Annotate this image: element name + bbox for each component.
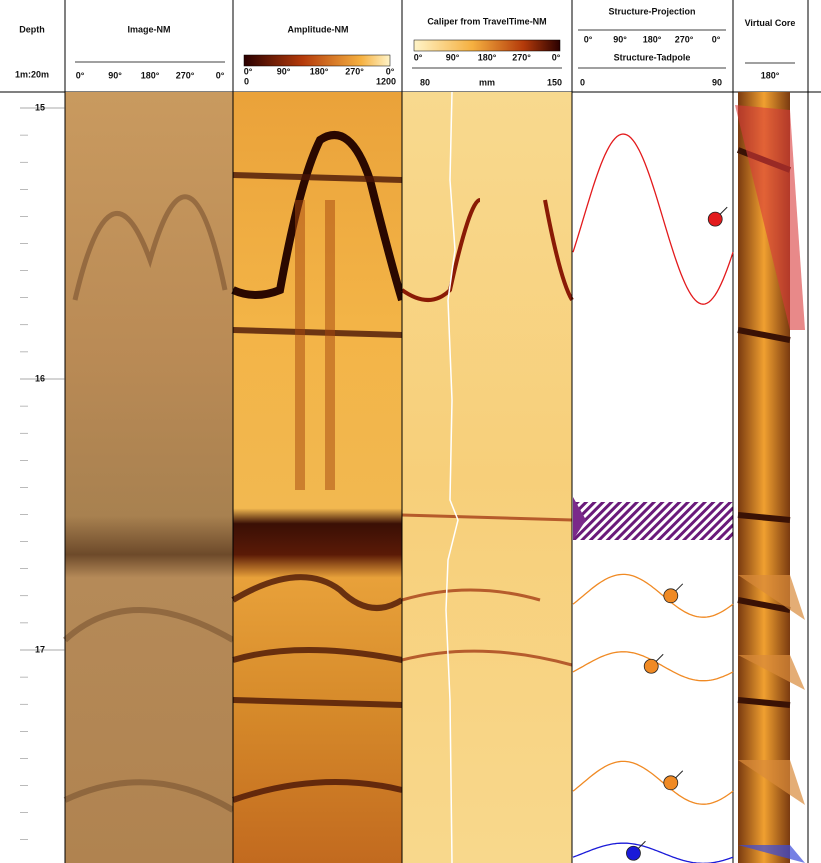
azimuth-label: 0°: [552, 52, 561, 62]
sinusoid: [573, 574, 733, 617]
header: Depth 1m:20m Image-NM Amplitude-NM 0 120…: [0, 6, 821, 92]
caliper-min: 80: [420, 77, 430, 87]
azimuth-label: 180°: [310, 66, 329, 76]
depth-title: Depth: [19, 24, 45, 34]
tadpole-title: Structure-Tadpole: [614, 52, 691, 62]
image-title: Image-NM: [127, 24, 170, 34]
azimuth-label: 90°: [613, 34, 627, 44]
amplitude-max: 1200: [376, 76, 396, 86]
azimuth-label: 0°: [712, 34, 721, 44]
sinusoid: [573, 843, 733, 863]
azimuth-label: 90°: [108, 70, 122, 80]
hatched-zone: [573, 502, 733, 540]
azimuth-label: 270°: [512, 52, 531, 62]
amplitude-colorbar: [244, 55, 390, 66]
caliper-title: Caliper from TravelTime-NM: [427, 16, 546, 26]
azimuth-label: 0°: [414, 52, 423, 62]
log-display: Depth 1m:20m Image-NM Amplitude-NM 0 120…: [0, 0, 821, 863]
caliper-max: 150: [547, 77, 562, 87]
caliper-colorbar: [414, 40, 560, 51]
azimuth-label: 0°: [584, 34, 593, 44]
azimuth-label: 90°: [277, 66, 291, 76]
azimuth-label: 270°: [675, 34, 694, 44]
tadpole: [708, 212, 722, 226]
tadpole-max: 90: [712, 77, 722, 87]
core-title: Virtual Core: [742, 18, 798, 29]
azimuth-label: 90°: [446, 52, 460, 62]
azimuth-label: 180°: [478, 52, 497, 62]
azimuth-label: 180°: [141, 70, 160, 80]
azimuth-label: 0°: [386, 66, 395, 76]
azimuth-label: 270°: [176, 70, 195, 80]
core-azimuth: 180°: [761, 70, 780, 80]
projection-title: Structure-Projection: [608, 6, 695, 16]
tadpole: [626, 846, 640, 860]
amplitude-min: 0: [244, 76, 249, 86]
azimuth-label: 0°: [76, 70, 85, 80]
depth-scale: 1m:20m: [15, 69, 49, 79]
depth-label: 16: [35, 373, 45, 383]
tadpole: [664, 589, 678, 603]
sinusoid: [573, 761, 733, 804]
caliper-unit: mm: [479, 77, 495, 87]
image-track: [65, 92, 233, 863]
depth-label: 17: [35, 644, 45, 654]
tracks: [65, 0, 808, 863]
azimuth-label: 0°: [244, 66, 253, 76]
tadpole: [644, 659, 658, 673]
azimuth-label: 270°: [345, 66, 364, 76]
azimuth-label: 0°: [216, 70, 225, 80]
depth-label: 15: [35, 102, 45, 112]
tadpole: [664, 776, 678, 790]
tadpole-min: 0: [580, 77, 585, 87]
azimuth-label: 180°: [643, 34, 662, 44]
amplitude-title: Amplitude-NM: [288, 24, 349, 34]
